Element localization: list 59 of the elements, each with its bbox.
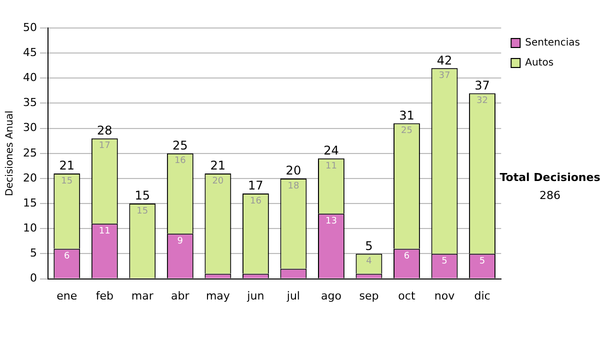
data-label: 6 <box>404 252 410 262</box>
y-tick-label: 35 <box>22 96 37 110</box>
data-label: 9 <box>177 236 184 246</box>
x-tick-label: nov <box>434 289 456 302</box>
data-label: 16 <box>250 196 262 206</box>
x-tick-label: ene <box>56 289 78 302</box>
data-label: 20 <box>212 176 224 186</box>
total-label: 17 <box>248 178 264 193</box>
total-label: 31 <box>399 108 414 122</box>
data-label: 16 <box>174 156 186 166</box>
total-label: 20 <box>286 164 302 178</box>
y-tick-label: 5 <box>30 246 37 260</box>
y-tick-label: 20 <box>22 171 37 184</box>
total-label: 21 <box>210 158 226 173</box>
annotation: Total Decisiones <box>500 170 600 184</box>
x-tick-label: may <box>206 289 230 302</box>
data-label: 6 <box>64 252 70 262</box>
legend-label: Autos <box>525 58 554 69</box>
data-label: 5 <box>442 256 448 267</box>
text: 286 <box>540 188 560 202</box>
total-label: 5 <box>365 238 373 253</box>
total-label: 25 <box>172 138 188 153</box>
y-tick-label: 40 <box>22 71 37 84</box>
total-label: 42 <box>436 53 452 68</box>
y-tick-label: 25 <box>22 146 37 160</box>
legend-label: Sentencias <box>525 38 580 49</box>
total-label: 24 <box>324 144 339 158</box>
total-label: 21 <box>59 158 75 173</box>
x-tick-label: jun <box>246 289 264 302</box>
y-tick-label: 50 <box>22 20 37 34</box>
x-tick-label: oct <box>398 289 416 302</box>
x-tick-label: jul <box>286 289 300 302</box>
y-tick-label: 30 <box>22 121 37 134</box>
x-tick-label: sep <box>359 289 379 302</box>
x-tick-label: ago <box>320 289 342 302</box>
x-tick-label: abr <box>171 289 190 302</box>
y-tick-label: 45 <box>22 46 37 59</box>
data-label: 32 <box>476 96 488 106</box>
y-tick-label: 10 <box>22 222 37 234</box>
data-label: 11 <box>325 161 337 172</box>
total-label: 15 <box>134 188 150 203</box>
data-label: 4 <box>366 256 372 267</box>
x-tick-label: mar <box>131 289 154 302</box>
x-tick-label: dic <box>474 289 490 302</box>
total-label: 37 <box>474 78 490 92</box>
data-label: 5 <box>479 256 486 267</box>
data-label: 11 <box>98 226 110 236</box>
data-label: 25 <box>401 126 412 136</box>
data-label: 37 <box>438 70 450 81</box>
data-label: 13 <box>325 216 337 226</box>
data-label: 18 <box>288 181 300 192</box>
y-tick-label: 0 <box>30 272 37 285</box>
data-label: 17 <box>98 141 110 152</box>
total-label: 28 <box>97 123 112 138</box>
y-tick-label: 15 <box>22 196 37 210</box>
data-label: 15 <box>61 176 73 186</box>
x-tick-label: feb <box>96 289 114 302</box>
data-label: 15 <box>136 206 148 216</box>
y-axis-title: Decisiones Anual <box>4 110 16 196</box>
